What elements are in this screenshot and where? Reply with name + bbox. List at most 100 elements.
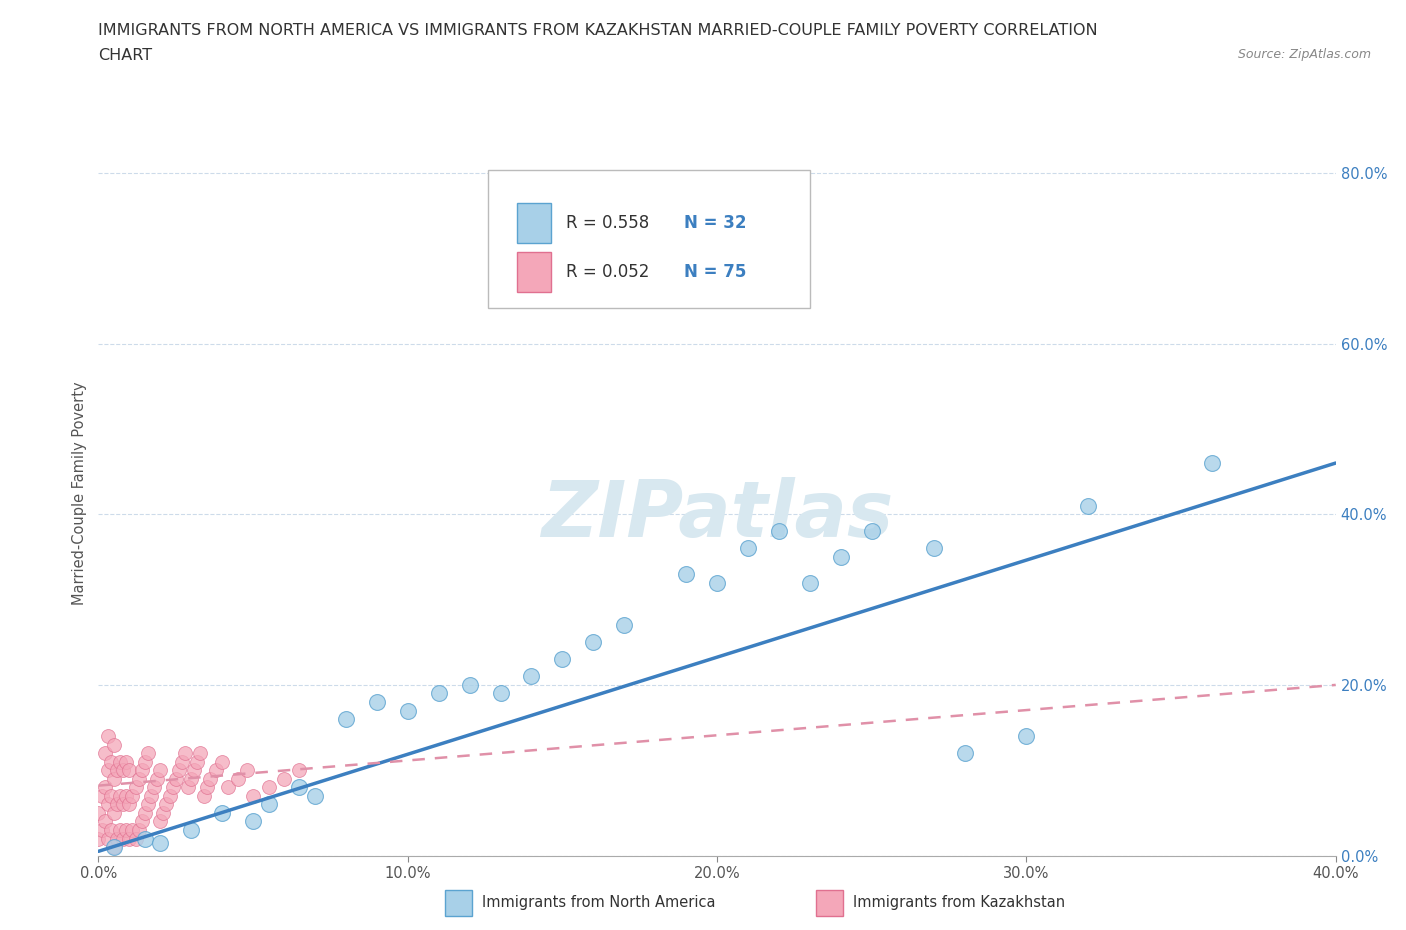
Point (103, 840, 125, 855)
Point (706, 575, 728, 590)
Point (128, 822, 150, 837)
Point (768, 524, 790, 538)
Point (1201, 456, 1223, 471)
Point (226, 771, 249, 786)
Point (121, 789, 143, 804)
Point (217, 780, 239, 795)
Point (103, 840, 125, 855)
Point (97, 729, 120, 744)
Point (155, 797, 177, 812)
Point (87, 805, 110, 820)
Point (93, 746, 115, 761)
Point (93, 814, 115, 829)
Point (100, 789, 122, 804)
Point (118, 831, 141, 846)
Point (115, 822, 138, 837)
Point (180, 771, 202, 786)
Point (211, 805, 233, 820)
Point (242, 814, 264, 829)
Point (139, 789, 162, 804)
Text: Source: ZipAtlas.com: Source: ZipAtlas.com (1237, 48, 1371, 61)
Point (87, 831, 110, 846)
Point (288, 763, 311, 777)
Point (165, 771, 187, 786)
Point (103, 805, 125, 820)
Point (1077, 498, 1099, 513)
Point (105, 831, 128, 846)
Point (458, 677, 481, 692)
Point (675, 566, 697, 581)
Point (134, 831, 156, 846)
Point (124, 831, 146, 846)
Point (644, 233, 666, 248)
Point (97, 763, 120, 777)
Point (121, 822, 143, 837)
Point (90, 789, 112, 804)
Point (582, 635, 605, 650)
Point (136, 746, 159, 761)
Point (273, 771, 295, 786)
Point (551, 652, 574, 667)
Text: N = 75: N = 75 (683, 262, 747, 281)
Point (112, 831, 135, 846)
Point (167, 763, 190, 777)
Bar (516, 252, 551, 292)
Point (100, 754, 122, 769)
Point (118, 763, 141, 777)
Text: ZIPatlas: ZIPatlas (541, 477, 893, 552)
Text: IMMIGRANTS FROM NORTH AMERICA VS IMMIGRANTS FROM KAZAKHSTAN MARRIED-COUPLE FAMIL: IMMIGRANTS FROM NORTH AMERICA VS IMMIGRA… (98, 23, 1098, 38)
Point (257, 780, 280, 795)
Point (103, 771, 125, 786)
Point (366, 695, 388, 710)
Bar (444, 890, 472, 916)
Point (162, 780, 184, 795)
Point (134, 805, 156, 820)
Bar (516, 204, 551, 244)
Point (520, 669, 543, 684)
Point (105, 797, 128, 812)
Point (108, 754, 131, 769)
Point (128, 771, 150, 786)
Bar (815, 890, 844, 916)
Point (183, 763, 205, 777)
Point (922, 541, 945, 556)
Point (489, 686, 512, 701)
Point (108, 822, 131, 837)
Point (131, 814, 153, 829)
Point (799, 575, 821, 590)
Point (304, 789, 326, 804)
Point (1015, 729, 1038, 744)
Point (288, 780, 311, 795)
Point (177, 780, 200, 795)
Point (174, 746, 197, 761)
Point (830, 550, 852, 565)
Point (149, 814, 172, 829)
Point (118, 797, 141, 812)
Point (737, 541, 759, 556)
Text: Immigrants from Kazakhstan: Immigrants from Kazakhstan (853, 896, 1066, 910)
Point (115, 754, 138, 769)
Point (236, 763, 259, 777)
Point (257, 797, 280, 812)
Point (103, 737, 125, 752)
Point (396, 703, 419, 718)
Point (159, 789, 181, 804)
Point (198, 771, 221, 786)
Point (112, 797, 135, 812)
Point (193, 789, 215, 804)
Point (105, 763, 128, 777)
Point (205, 763, 228, 777)
Point (136, 797, 159, 812)
Point (90, 822, 112, 837)
Text: N = 32: N = 32 (683, 214, 747, 232)
Point (860, 524, 883, 538)
Text: R = 0.052: R = 0.052 (567, 262, 650, 281)
Point (335, 711, 357, 726)
Point (143, 780, 166, 795)
Point (152, 805, 174, 820)
Point (242, 789, 264, 804)
Point (149, 763, 172, 777)
Point (112, 763, 135, 777)
Point (131, 763, 153, 777)
Point (186, 754, 208, 769)
